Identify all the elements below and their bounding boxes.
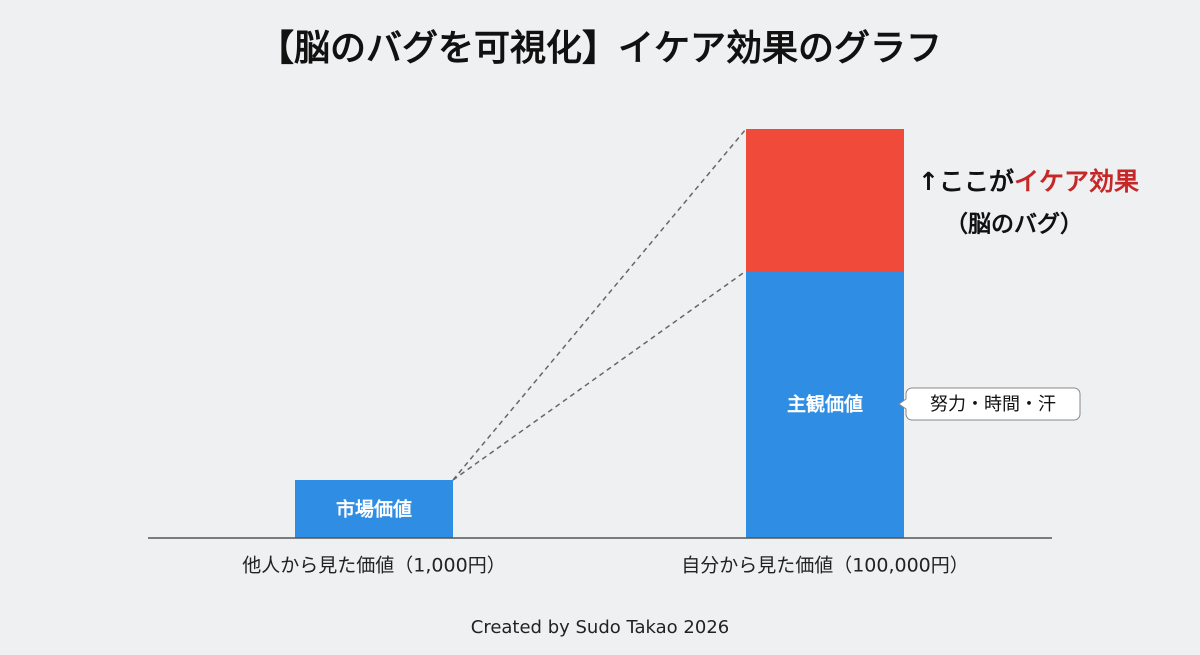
category-label: 自分から見た価値（100,000円） — [681, 555, 969, 577]
bar-subjective — [746, 271, 904, 538]
callout-box — [898, 387, 1081, 421]
bar-market — [295, 480, 453, 538]
footer: Created by Sudo Takao 2026 — [471, 617, 729, 638]
bar-label: 市場価値 — [336, 498, 412, 521]
guide-line — [452, 270, 747, 481]
annotation: ↑ここがイケア効果 — [918, 167, 1139, 196]
title: 【脳のバグを可視化】イケア効果のグラフ — [258, 28, 942, 69]
annotation-note: （脳のバグ） — [945, 211, 1083, 238]
bar-label: 主観価値 — [787, 393, 863, 416]
category-label: 他人から見た価値（1,000円） — [242, 555, 505, 577]
annotation-arrow: ↑ — [918, 167, 939, 196]
guide-line — [452, 128, 747, 481]
callout-text: 努力・時間・汗 — [930, 394, 1056, 415]
annotation-highlight: イケア効果 — [1014, 167, 1139, 196]
bar-ikea-effect — [746, 129, 904, 271]
annotation-prefix: ここが — [939, 167, 1014, 196]
